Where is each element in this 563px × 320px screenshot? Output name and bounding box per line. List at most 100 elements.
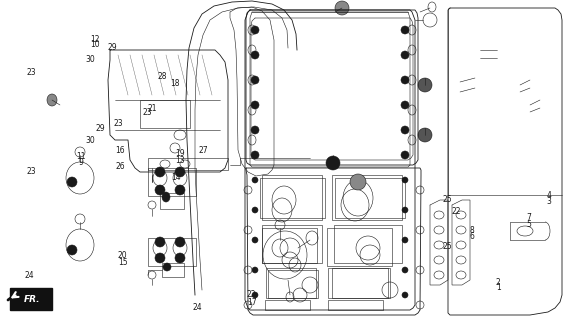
Text: 16: 16: [115, 146, 125, 155]
Bar: [265, 300, 310, 310]
Ellipse shape: [175, 185, 185, 195]
Text: 17: 17: [247, 298, 257, 307]
Ellipse shape: [252, 267, 258, 273]
Bar: [332, 268, 390, 298]
Bar: [328, 268, 388, 298]
Bar: [148, 158, 228, 170]
Text: 6: 6: [470, 232, 474, 241]
Ellipse shape: [401, 126, 409, 134]
Ellipse shape: [402, 237, 408, 243]
Text: 12: 12: [90, 35, 99, 44]
Ellipse shape: [401, 51, 409, 59]
Bar: [140, 100, 190, 128]
Text: 30: 30: [85, 55, 95, 64]
Ellipse shape: [402, 177, 408, 183]
Ellipse shape: [252, 177, 258, 183]
Bar: [266, 268, 316, 298]
Text: 11: 11: [76, 152, 85, 161]
Text: 23: 23: [26, 167, 36, 176]
Text: 29: 29: [95, 124, 105, 133]
Text: 27: 27: [199, 146, 209, 155]
Ellipse shape: [401, 76, 409, 84]
Ellipse shape: [175, 167, 185, 177]
Bar: [335, 178, 405, 218]
Text: 26: 26: [115, 162, 125, 171]
Text: 13: 13: [175, 156, 185, 164]
Bar: [328, 300, 383, 310]
Ellipse shape: [335, 1, 349, 15]
Bar: [160, 193, 184, 209]
Ellipse shape: [252, 237, 258, 243]
Ellipse shape: [252, 292, 258, 298]
Ellipse shape: [155, 253, 165, 263]
Text: 1: 1: [496, 284, 501, 292]
Bar: [262, 225, 322, 263]
Ellipse shape: [67, 177, 77, 187]
Text: 22: 22: [452, 207, 461, 216]
Text: 21: 21: [148, 104, 157, 113]
Bar: [262, 175, 322, 220]
Text: 29: 29: [108, 43, 118, 52]
Text: 9: 9: [78, 158, 83, 167]
Text: 7: 7: [527, 213, 531, 222]
Text: 28: 28: [158, 72, 167, 81]
Text: 23: 23: [26, 68, 36, 76]
Text: 25: 25: [443, 242, 453, 251]
Ellipse shape: [402, 207, 408, 213]
Ellipse shape: [401, 26, 409, 34]
Ellipse shape: [175, 237, 185, 247]
Ellipse shape: [401, 101, 409, 109]
Ellipse shape: [251, 51, 259, 59]
Bar: [162, 263, 184, 277]
Text: 5: 5: [527, 220, 531, 228]
Ellipse shape: [251, 151, 259, 159]
Ellipse shape: [401, 151, 409, 159]
Text: 24: 24: [192, 303, 202, 312]
Text: 8: 8: [470, 226, 474, 235]
Ellipse shape: [67, 245, 77, 255]
Ellipse shape: [175, 253, 185, 263]
Text: 15: 15: [118, 258, 128, 267]
Ellipse shape: [47, 94, 57, 106]
Text: 24: 24: [24, 271, 34, 280]
Bar: [332, 175, 402, 220]
Ellipse shape: [155, 237, 165, 247]
Text: 23: 23: [142, 108, 153, 117]
Ellipse shape: [251, 101, 259, 109]
Bar: [260, 178, 325, 218]
Ellipse shape: [162, 192, 170, 202]
Ellipse shape: [251, 126, 259, 134]
Ellipse shape: [155, 185, 165, 195]
Ellipse shape: [326, 156, 340, 170]
Ellipse shape: [402, 267, 408, 273]
Text: 10: 10: [90, 40, 100, 49]
Ellipse shape: [402, 292, 408, 298]
FancyBboxPatch shape: [10, 288, 52, 310]
Bar: [148, 168, 196, 196]
Text: 14: 14: [171, 173, 181, 182]
Bar: [262, 228, 317, 263]
Bar: [327, 228, 392, 266]
Bar: [148, 238, 196, 266]
Text: 2: 2: [496, 278, 501, 287]
Text: 4: 4: [547, 191, 551, 200]
Ellipse shape: [251, 76, 259, 84]
Text: 30: 30: [85, 136, 95, 145]
Ellipse shape: [350, 174, 366, 190]
Text: FR.: FR.: [24, 294, 40, 303]
Text: 3: 3: [547, 197, 551, 206]
Text: 23: 23: [113, 119, 123, 128]
Ellipse shape: [418, 78, 432, 92]
Bar: [268, 270, 318, 298]
Ellipse shape: [251, 26, 259, 34]
Ellipse shape: [163, 263, 171, 271]
Bar: [334, 225, 402, 263]
Ellipse shape: [418, 128, 432, 142]
Text: 22: 22: [247, 290, 256, 299]
Text: 19: 19: [175, 149, 185, 158]
Text: 25: 25: [443, 195, 453, 204]
Text: 18: 18: [170, 79, 179, 88]
Text: 20: 20: [118, 252, 128, 260]
Ellipse shape: [155, 167, 165, 177]
Ellipse shape: [252, 207, 258, 213]
